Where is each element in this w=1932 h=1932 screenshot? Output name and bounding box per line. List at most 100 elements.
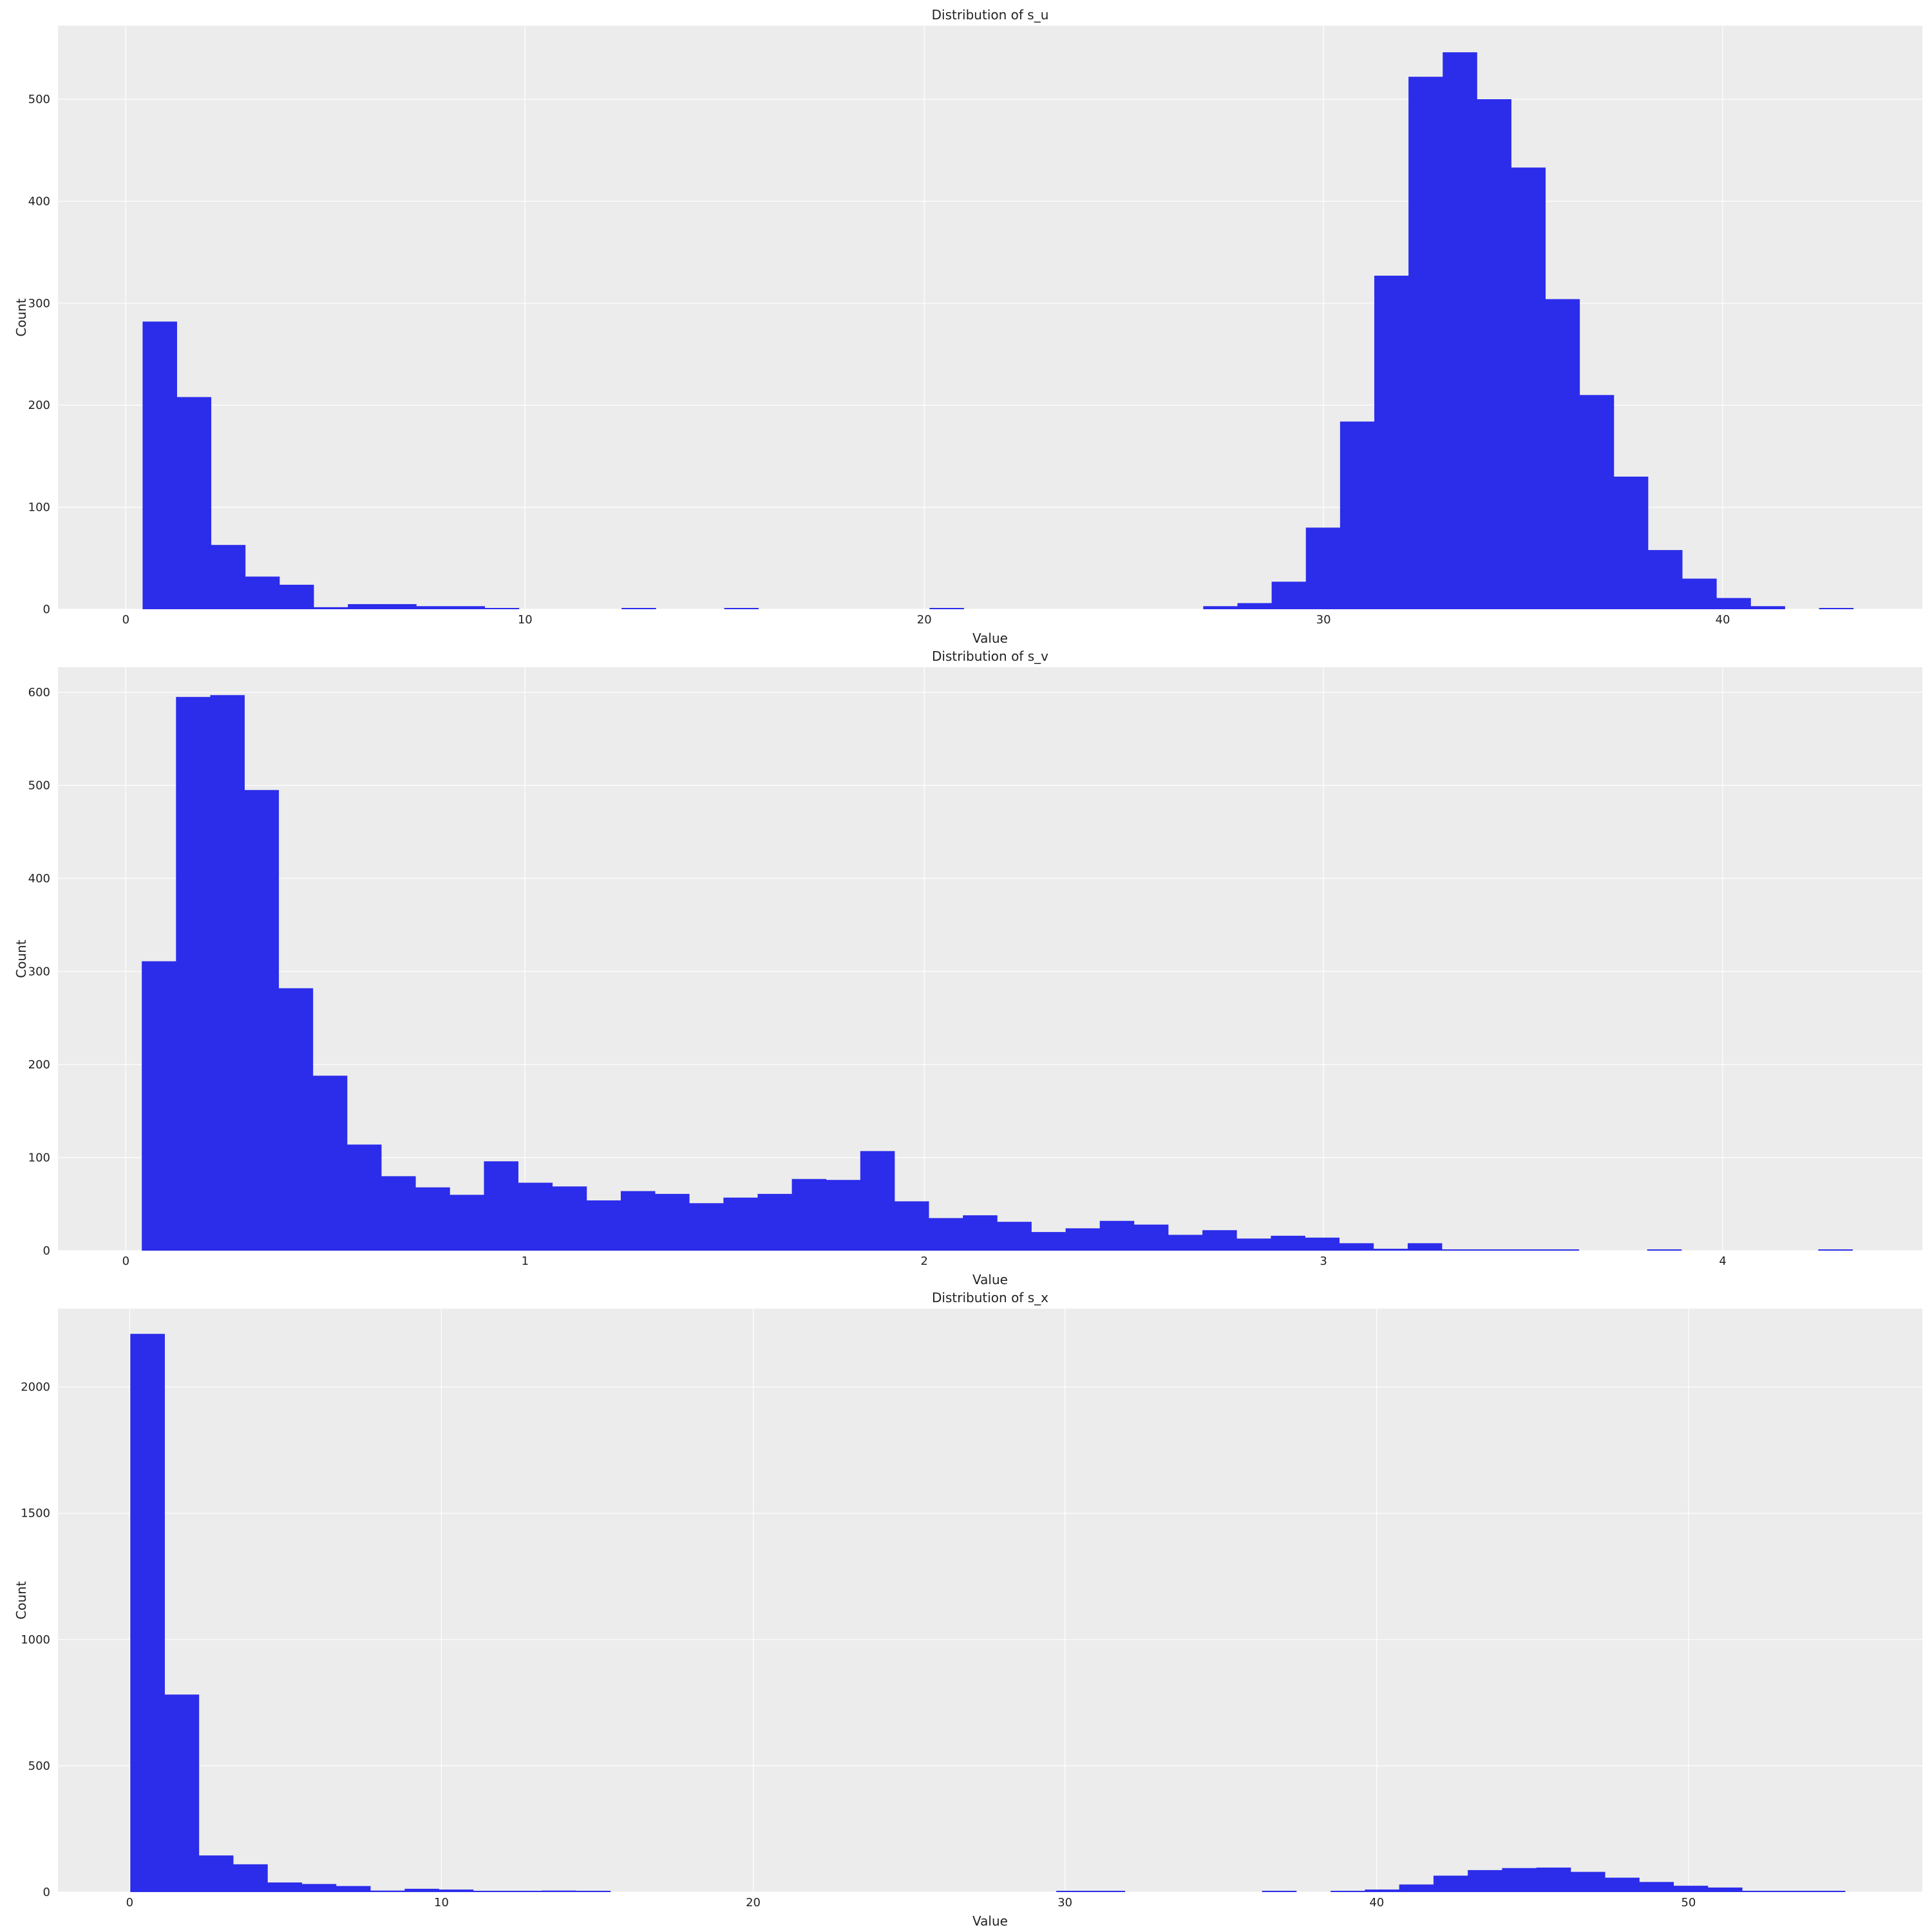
y-axis-label: Count (14, 1581, 29, 1620)
plot-area (58, 1309, 1922, 1892)
histogram-bar (370, 1890, 405, 1892)
histogram-bar (542, 1890, 576, 1892)
histogram-bar (348, 604, 383, 609)
y-tick-label: 500 (28, 1759, 50, 1773)
histogram-bar (1818, 1249, 1853, 1251)
histogram-bar (439, 1889, 474, 1892)
histogram-bar (1203, 606, 1238, 609)
chart-panel-2: 0 1 2 3 4 0 100 200 300 400 500 600 Distribution of … (14, 649, 1922, 1287)
y-tick-label: 600 (28, 686, 50, 699)
histogram-bar (1365, 1889, 1400, 1892)
y-tick-label: 400 (28, 194, 50, 208)
histogram-bar (1579, 395, 1615, 609)
y-tick-label: 0 (43, 1886, 50, 1899)
y-tick-label: 2000 (21, 1381, 50, 1394)
histogram-bar (1090, 1891, 1126, 1892)
y-tick-label: 0 (43, 1244, 50, 1258)
histogram-bar (1477, 99, 1511, 609)
x-axis-label: Value (972, 630, 1008, 646)
histogram-bar (1707, 1887, 1743, 1892)
histogram-bar (1374, 276, 1409, 609)
histogram-bar (1271, 1235, 1305, 1251)
histogram-bar (1373, 1249, 1408, 1251)
histogram-bar (1441, 1249, 1477, 1251)
histogram-bar (1639, 1882, 1674, 1892)
histogram-bar (507, 1891, 542, 1892)
histogram-bar (1819, 608, 1854, 609)
x-tick-label: 10 (434, 1896, 449, 1909)
histogram-bar (621, 608, 656, 609)
y-axis-label: Count (14, 298, 29, 337)
x-tick-label: 30 (1057, 1896, 1072, 1909)
histogram-bar (1682, 578, 1717, 609)
histogram-bar (336, 1886, 371, 1892)
y-tick-label: 500 (28, 93, 50, 106)
histogram-bar (210, 695, 245, 1251)
histogram-bar (346, 1144, 382, 1251)
x-tick-label: 40 (1369, 1896, 1384, 1909)
x-tick-label: 10 (518, 613, 533, 627)
histogram-bar (724, 608, 759, 609)
y-tick-label: 1000 (21, 1633, 50, 1647)
histogram-bar (142, 321, 177, 609)
histogram-bar (576, 1891, 611, 1892)
chart-title: Distribution of s_u (932, 7, 1049, 23)
histogram-bar (620, 1191, 656, 1251)
histogram-bar (963, 1215, 998, 1251)
x-tick-label: 0 (122, 613, 129, 627)
x-tick-label: 20 (746, 1896, 761, 1909)
histogram-bar (1570, 1871, 1605, 1892)
histogram-bar (1305, 527, 1341, 609)
histogram-bar (1511, 167, 1546, 610)
histogram-bar (757, 1193, 792, 1251)
histogram-bar (473, 1891, 508, 1892)
histogram-bar (1605, 1877, 1640, 1892)
histogram-bar (586, 1200, 621, 1251)
y-tick-label: 0 (43, 603, 50, 616)
x-tick-label: 40 (1716, 613, 1730, 627)
histogram-bar (1305, 1237, 1340, 1251)
histogram-bar (1031, 1232, 1066, 1251)
x-tick-label: 30 (1316, 613, 1331, 627)
histogram-bar (1262, 1891, 1297, 1892)
histogram-bar (552, 1186, 587, 1251)
histogram-bar (1742, 1891, 1777, 1892)
histogram-bar (1339, 1243, 1374, 1251)
histogram-bar (1433, 1875, 1468, 1892)
histogram-bar (1133, 1224, 1169, 1251)
histogram-bar (415, 1187, 450, 1251)
x-tick-label: 0 (122, 1255, 129, 1268)
histogram-bar (929, 608, 964, 609)
x-axis-label: Value (972, 1913, 1008, 1929)
histogram-bar (279, 584, 314, 609)
histogram-bar (211, 545, 246, 609)
chart-title: Distribution of s_v (932, 649, 1048, 664)
histogram-bar (997, 1222, 1032, 1251)
y-axis-label: Count (14, 940, 29, 978)
x-tick-label: 2 (920, 1255, 927, 1268)
histogram-bar (1443, 52, 1477, 609)
histogram-bar (278, 988, 314, 1251)
histogram-bar (267, 1882, 302, 1892)
histogram-bar (1340, 421, 1375, 609)
histogram-bar (1750, 606, 1785, 609)
histogram-bar (1065, 1228, 1101, 1251)
histogram-bar (1544, 1249, 1579, 1251)
histogram-bar (1099, 1220, 1135, 1251)
histogram-bar (1056, 1891, 1091, 1892)
histogram-bar (404, 1888, 439, 1892)
y-tick-label: 500 (28, 779, 50, 793)
histogram-bar (1673, 1886, 1709, 1892)
y-tick-label: 300 (28, 297, 50, 310)
histogram-bar (1168, 1235, 1203, 1251)
histogram-bar (1510, 1249, 1545, 1251)
y-tick-label: 100 (28, 501, 50, 515)
histogram-bar (198, 1855, 234, 1892)
histogram-bar (244, 790, 279, 1251)
y-tick-label: 400 (28, 872, 50, 886)
histogram-bar (1647, 1249, 1682, 1251)
histogram-bar (723, 1197, 758, 1251)
histogram-bar (382, 604, 417, 609)
x-tick-label: 1 (522, 1255, 529, 1268)
